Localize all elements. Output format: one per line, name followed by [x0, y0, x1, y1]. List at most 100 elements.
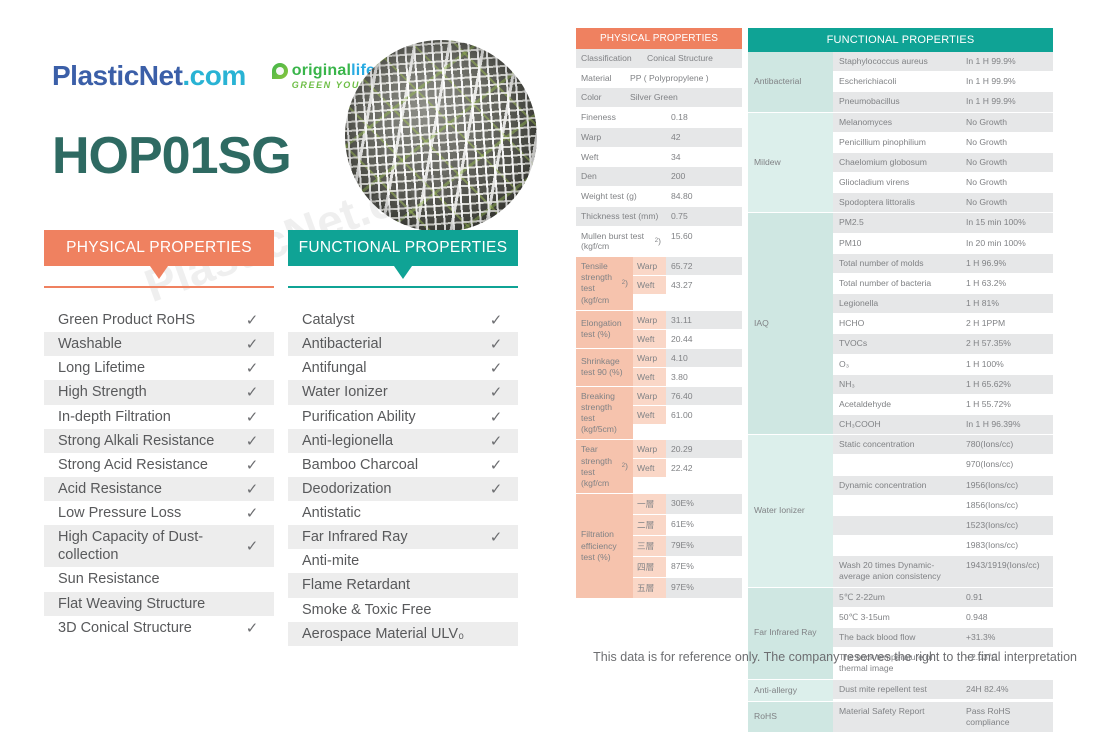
list-item-label: Antifungal	[302, 360, 367, 377]
table-row: NH₃ 1 H 65.62%	[833, 373, 1053, 394]
color-label: Color	[576, 88, 625, 108]
table-cell-value: +31.3%	[960, 627, 1053, 648]
list-item-label: Anti-legionella	[302, 432, 394, 449]
list-item-label: Deodorization	[302, 480, 392, 497]
table-cell-value: 1 H 65.62%	[960, 374, 1053, 394]
table-row: Weight test (g) 84.80	[576, 187, 742, 207]
table-cell-value: 2 H 57.35%	[960, 334, 1053, 354]
table-row: Spodoptera littoralis No Growth	[833, 192, 1053, 213]
table-cell-value: 0.18	[666, 108, 742, 127]
table-row: Melanomyces No Growth	[833, 112, 1053, 132]
table-group-label: Tear strength test (kgf/cm 2)	[576, 440, 633, 494]
table-cell-value: 4.10	[666, 348, 742, 367]
list-item: Antibacterial ✓	[288, 332, 518, 357]
table-cell-value: 3.80	[666, 367, 742, 386]
table-row: Warp 31.11	[633, 310, 742, 329]
check-icon: ✓	[245, 480, 259, 498]
table-cell-key: The back temperature of thermal image	[833, 648, 960, 679]
check-icon: ✓	[245, 619, 259, 637]
check-icon: ✓	[245, 408, 259, 426]
table-cell-label: Fineness	[576, 108, 666, 127]
table-cell-label: Warp	[576, 127, 666, 147]
table-row: Classification Conical Structure	[576, 49, 742, 69]
list-item-label: High Capacity of Dust-collection	[58, 529, 204, 564]
table-cell-value: No Growth	[960, 132, 1053, 152]
list-item-label: Strong Alkali Resistance	[58, 432, 215, 449]
check-icon: ✓	[489, 456, 503, 474]
table-cell-key: Chaelomium globosum	[833, 152, 960, 173]
table-cell-key	[833, 515, 960, 536]
check-icon: ✓	[489, 408, 503, 426]
table-cell-value: 97E%	[666, 578, 742, 599]
product-spec-sheet: PlasticNet.com originallife GREEN YOUR L…	[44, 28, 1077, 733]
table-cell-value: 65.72	[666, 257, 742, 276]
feature-list-physical-rows: Green Product RoHS ✓ Washable ✓ Long Lifetim…	[44, 308, 274, 640]
table-group-label: Water Ionizer	[748, 435, 833, 587]
table-row: Weft 34	[576, 147, 742, 168]
table-group-label: Far Infrared Ray	[748, 587, 833, 679]
table-cell-key: Total number of molds	[833, 253, 960, 273]
table-group-label: Mildew	[748, 112, 833, 213]
table-cell-label: Den	[576, 167, 666, 187]
table-cell-direction: 一層	[633, 494, 666, 515]
table-row: Staphylococcus aureus In 1 H 99.9%	[833, 52, 1053, 72]
table-row: Den 200	[576, 167, 742, 188]
check-icon: ✓	[245, 456, 259, 474]
originallife-tagline: GREEN YOUR LIFE	[291, 80, 399, 90]
list-item: Anti-mite	[288, 549, 518, 573]
list-item: 3D Conical Structure ✓	[44, 616, 274, 640]
table-cell-value: No Growth	[960, 112, 1053, 132]
table-cell-value: 79E%	[666, 536, 742, 557]
list-item: Aerospace Material ULV₀	[288, 621, 518, 646]
check-icon: ✓	[489, 384, 503, 402]
functional-properties-groups: Antibacterial Staphylococcus aureus In 1 H…	[748, 52, 1053, 733]
table-row: 三層 79E%	[633, 535, 742, 557]
table-row: Total number of molds 1 H 96.9%	[833, 252, 1053, 273]
list-item-label: Acid Resistance	[58, 480, 162, 497]
table-group: IAQ PM2.5 In 15 min 100% PM10 In 20 min 100%…	[748, 213, 1053, 436]
table-cell-key: Gliocladium virens	[833, 173, 960, 193]
list-item: Water Ionizer ✓	[288, 380, 518, 405]
table-cell-direction: 二層	[633, 515, 666, 536]
list-item-label: Washable	[58, 336, 122, 353]
table-cell-direction: Weft	[633, 367, 666, 386]
check-icon: ✓	[245, 505, 259, 523]
table-cell-value: 1983(Ions/cc)	[960, 536, 1053, 556]
table-row: TVOCs 2 H 57.35%	[833, 333, 1053, 354]
table-cell-value: 24H 82.4%	[960, 679, 1053, 699]
check-icon: ✓	[245, 360, 259, 378]
table-cell-key: TVOCs	[833, 334, 960, 354]
physical-properties-table: PHYSICAL PROPERTIES Classification Conic…	[576, 28, 742, 600]
table-row: Dust mite repellent test 24H 82.4%	[833, 679, 1053, 699]
feature-list-physical: PHYSICAL PROPERTIES Green Product RoHS ✓ W…	[44, 230, 274, 640]
table-cell-key: The back blood flow	[833, 627, 960, 648]
material-value: PP ( Polypropylene )	[625, 68, 742, 88]
table-group: Elongation test (%) Warp 31.11 Weft 20.44	[576, 310, 742, 349]
list-item: In-depth Filtration ✓	[44, 405, 274, 429]
table-cell-direction: 三層	[633, 536, 666, 557]
list-item: Acid Resistance ✓	[44, 476, 274, 501]
list-item-label: Flame Retardant	[302, 577, 410, 594]
table-row: Mullen burst test (kgf/cm 2) 15.60	[576, 226, 742, 258]
list-item: Washable ✓	[44, 332, 274, 357]
table-cell-value: 1 H 100%	[960, 354, 1053, 374]
originallife-name-part1: original	[291, 62, 352, 79]
table-cell-value: In 1 H 96.39%	[960, 415, 1053, 435]
table-cell-value: 84.80	[666, 187, 742, 206]
physical-group-rows: Tensile strength test (kgf/cm 2) Warp 65.72…	[576, 257, 742, 600]
table-cell-key	[833, 455, 960, 475]
table-cell-value: +2.03℃	[960, 648, 1053, 679]
table-group-label: Anti-allergy	[748, 679, 833, 701]
plasticnet-logo-text-secondary: .com	[182, 60, 246, 91]
functional-properties-table: FUNCTIONAL PROPERTIES Antibacterial Staph…	[748, 28, 1053, 733]
table-row: 5℃ 2-22um 0.91	[833, 587, 1053, 607]
table-cell-value: Pass RoHS compliance	[960, 701, 1053, 733]
table-cell-direction: Weft	[633, 329, 666, 348]
table-cell-key: PM10	[833, 233, 960, 253]
table-group-label: IAQ	[748, 213, 833, 435]
table-row: Legionella 1 H 81%	[833, 293, 1053, 314]
physical-simple-rows: Fineness 0.18 Warp 42 Weft 34 Den 200 Weight tes…	[576, 108, 742, 258]
table-row: Static concentration 780(Ions/cc)	[833, 435, 1053, 455]
table-cell-direction: Weft	[633, 276, 666, 295]
list-item: Green Product RoHS ✓	[44, 308, 274, 332]
